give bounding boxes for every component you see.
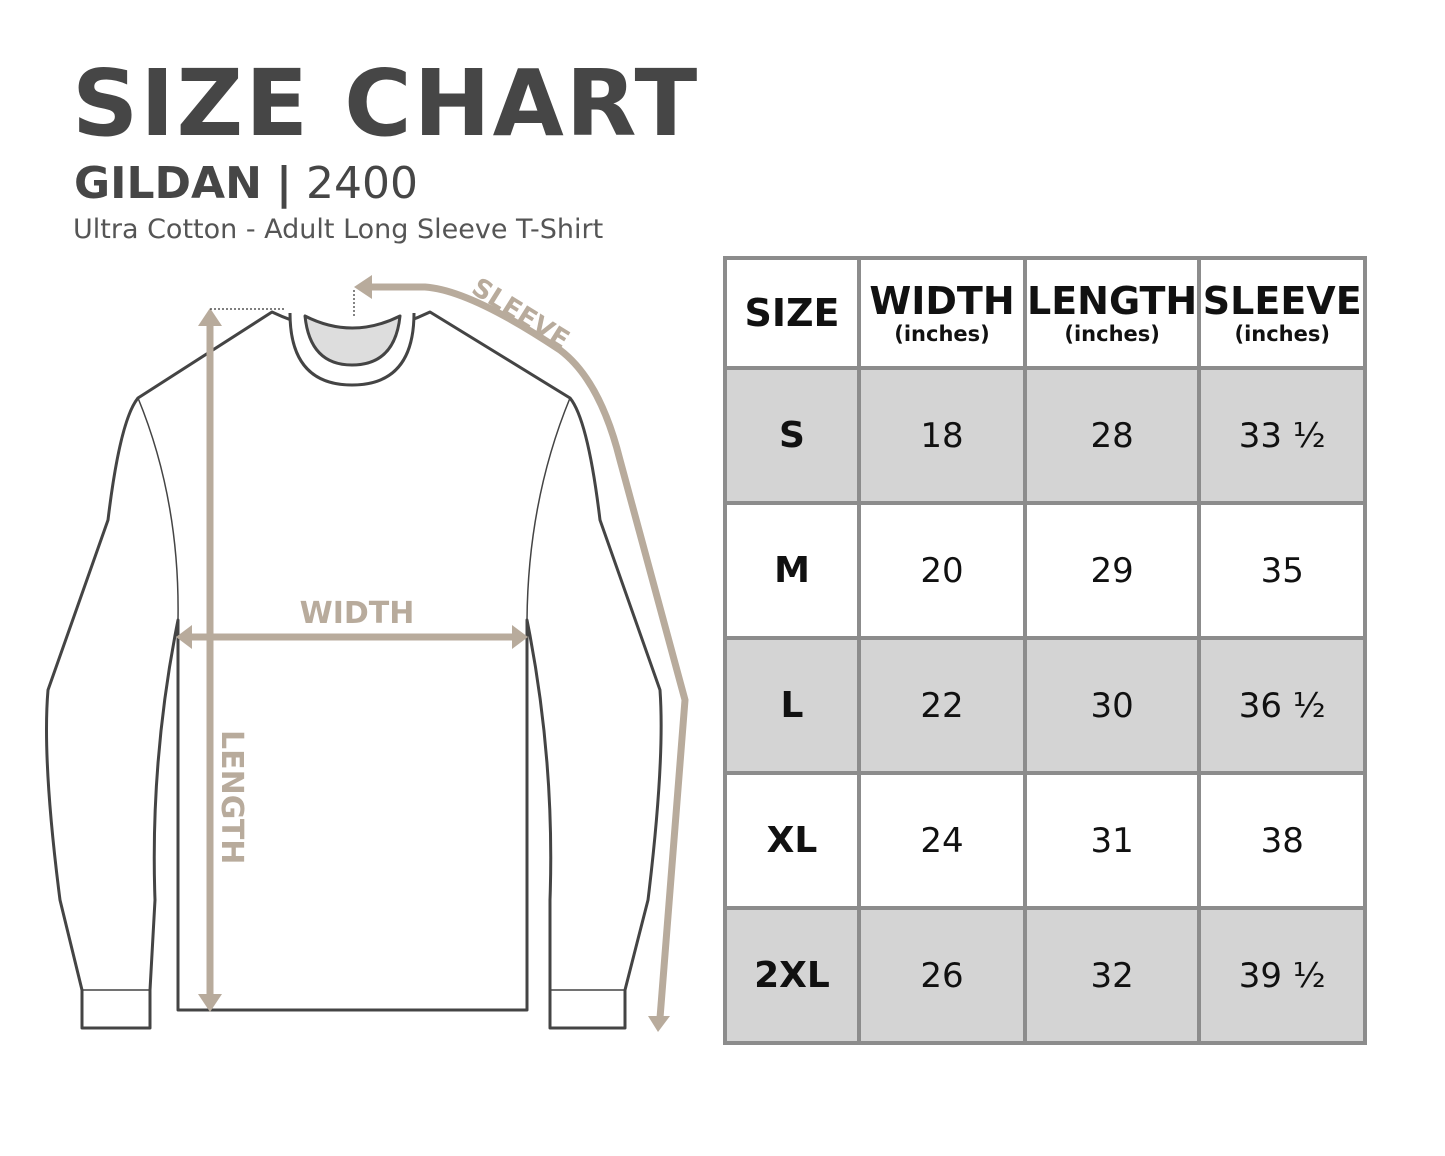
width-cell: 18 [857,366,1027,505]
product-subtitle: Ultra Cotton - Adult Long Sleeve T-Shirt [73,214,604,245]
width-cell: 22 [857,636,1027,775]
table-header-row: SIZE WIDTH (inches) LENGTH (inches) SLEEVE… [723,256,1368,370]
length-cell: 30 [1022,636,1202,775]
size-table: SIZE WIDTH (inches) LENGTH (inches) SLEEVE… [723,256,1368,1045]
width-cell: 20 [857,501,1027,640]
length-cell: 31 [1022,771,1202,910]
table-row: L 22 30 36 ½ [723,636,1368,775]
measurement-arrows [176,275,689,1032]
sleeve-cell: 36 ½ [1197,636,1368,775]
table-row: XL 24 31 38 [723,771,1368,910]
width-cell: 24 [857,771,1027,910]
sleeve-cell: 38 [1197,771,1368,910]
size-cell: XL [723,771,861,910]
sleeve-cell: 33 ½ [1197,366,1368,505]
table-row: M 20 29 35 [723,501,1368,640]
length-cell: 32 [1022,906,1202,1045]
table-row: S 18 28 33 ½ [723,366,1368,505]
length-cell: 28 [1022,366,1202,505]
header-width: WIDTH (inches) [857,256,1027,370]
width-label: WIDTH [300,596,415,631]
table-row: 2XL 26 32 39 ½ [723,906,1368,1045]
size-cell: M [723,501,861,640]
page-title: SIZE CHART [72,50,700,157]
header-length: LENGTH (inches) [1022,256,1202,370]
brand-separator: | [275,158,293,209]
sleeve-arrow [370,283,689,1019]
header-size: SIZE [723,256,861,370]
brand-name: GILDAN [74,158,262,209]
sleeve-cell: 39 ½ [1197,906,1368,1045]
size-cell: L [723,636,861,775]
model-number: 2400 [306,158,418,209]
shirt-outline [45,310,663,1030]
shirt-diagram: WIDTH LENGTH SLEEVE [45,272,689,1032]
length-label: LENGTH [214,730,249,864]
sleeve-cell: 35 [1197,501,1368,640]
width-cell: 26 [857,906,1027,1045]
size-cell: 2XL [723,906,861,1045]
size-cell: S [723,366,861,505]
brand-line: GILDAN | 2400 [74,162,418,206]
length-cell: 29 [1022,501,1202,640]
header-sleeve: SLEEVE (inches) [1197,256,1368,370]
